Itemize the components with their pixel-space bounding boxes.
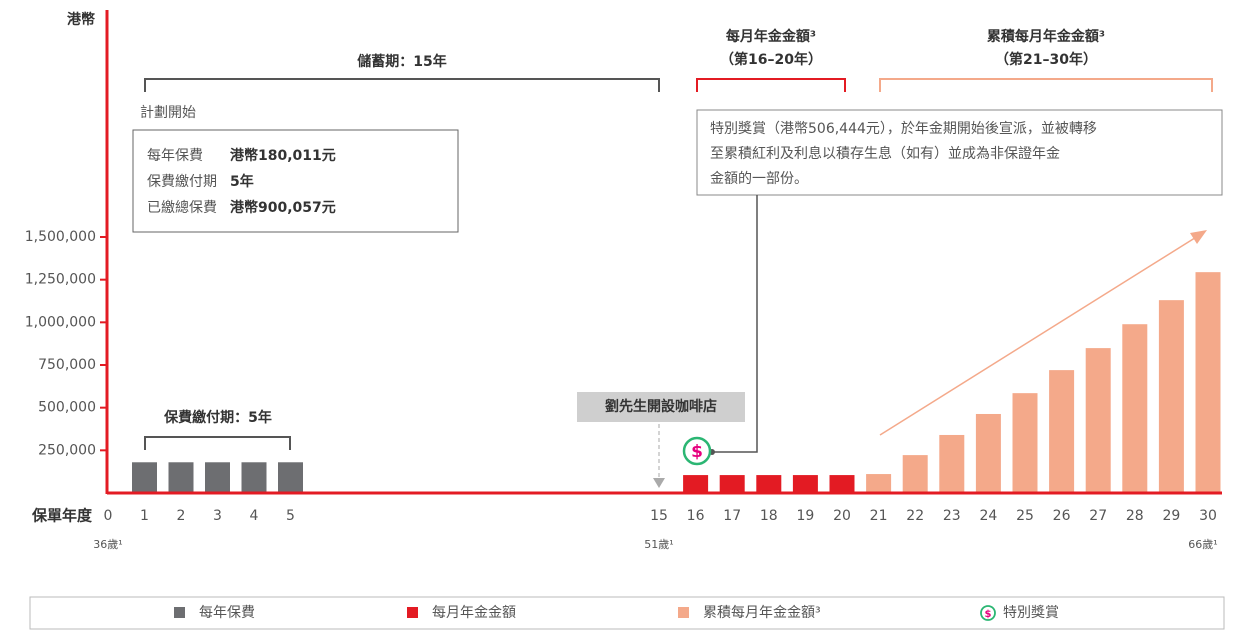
annotation: （第21–30年） (995, 51, 1097, 68)
y-tick-label: 500,000 (38, 400, 96, 416)
y-tick-label: 1,000,000 (25, 314, 96, 330)
annotation: （第16–20年） (720, 51, 822, 68)
x-axis-label: 保單年度 (31, 507, 93, 525)
trend-arrow (879, 235, 1199, 436)
x-tick-label: 21 (870, 508, 888, 524)
x-tick-label: 2 (177, 508, 186, 524)
arrow-head (1190, 230, 1207, 244)
connector (712, 195, 758, 453)
age-label: 51歲¹ (644, 537, 673, 551)
x-tick-label: 3 (213, 508, 222, 524)
info-label: 每年保費 (147, 148, 203, 164)
x-tick-label: 24 (979, 508, 997, 524)
annotation: 保費繳付期：5年 (163, 409, 272, 426)
annotation: 每月年金金額³ (726, 28, 816, 45)
bonus-icon (682, 436, 712, 466)
legend-icon-symbol: $ (985, 609, 992, 620)
bar (241, 462, 267, 493)
bar (829, 475, 855, 493)
y-axis-label: 港幣 (67, 11, 95, 28)
x-tick-label: 18 (760, 508, 778, 524)
label-box (577, 392, 745, 422)
bar (1195, 272, 1221, 493)
x-tick-label: 19 (796, 508, 814, 524)
note-box (696, 109, 1223, 196)
bar (1085, 348, 1111, 493)
bar (866, 474, 892, 493)
legend-box (29, 596, 1225, 630)
annotation: 儲蓄期：15年 (356, 53, 446, 70)
y-tick-label: 750,000 (38, 357, 96, 373)
info-value: 5年 (230, 173, 254, 190)
info-box (132, 129, 459, 233)
legend-swatch (174, 607, 185, 618)
legend-label: 特別獎賞 (1003, 605, 1059, 621)
info-value: 港幣900,057元 (230, 199, 336, 216)
x-tick-label: 26 (1053, 508, 1071, 524)
bracket (144, 436, 291, 450)
bar (1122, 324, 1148, 493)
bar (756, 475, 782, 493)
annotation: 計劃開始 (140, 105, 196, 121)
bar (683, 475, 709, 493)
bar (205, 462, 230, 493)
bar (278, 462, 303, 493)
bracket (144, 78, 660, 92)
age-label: 36歲¹ (93, 537, 122, 551)
x-tick-label: 28 (1126, 508, 1144, 524)
x-tick-label: 15 (650, 508, 668, 524)
x-tick-label: 17 (723, 508, 741, 524)
x-tick-label: 29 (1162, 508, 1180, 524)
bar (975, 413, 1001, 493)
note-line: 至累積紅利及利息以積存生息（如有）並成為非保證年金 (710, 145, 1060, 162)
bonus-icon-symbol: $ (691, 442, 703, 462)
bracket (696, 78, 846, 92)
legend-swatch (678, 607, 689, 618)
x-tick-label: 27 (1089, 508, 1107, 524)
x-tick-label: 20 (833, 508, 851, 524)
x-tick-label: 4 (250, 508, 259, 524)
bar (168, 462, 194, 493)
legend-swatch (407, 607, 418, 618)
bracket (879, 78, 1213, 92)
info-label: 保費繳付期 (147, 174, 217, 190)
annotation: 劉先生開設咖啡店 (604, 398, 717, 415)
x-tick-label: 0 (104, 508, 113, 524)
x-tick-label: 30 (1199, 508, 1217, 524)
x-tick-label: 23 (943, 508, 961, 524)
x-tick-label: 1 (140, 508, 149, 524)
info-label: 已繳總保費 (147, 199, 217, 216)
note-line: 特別獎賞（港幣506,444元），於年金期開始後宣派，並被轉移 (710, 121, 1097, 137)
age-label: 66歲¹ (1188, 537, 1217, 551)
bar (1012, 393, 1038, 493)
x-tick-label: 22 (906, 508, 924, 524)
y-tick-label: 1,500,000 (25, 229, 96, 245)
bar (1049, 370, 1075, 493)
bar (132, 462, 157, 493)
y-tick-label: 1,250,000 (25, 272, 96, 288)
x-tick-label: 25 (1016, 508, 1034, 524)
x-tick-label: 5 (286, 508, 295, 524)
info-value: 港幣180,011元 (230, 147, 336, 164)
bar (939, 434, 965, 493)
y-tick-label: 250,000 (38, 442, 96, 458)
arrow-head (653, 478, 665, 488)
legend-label: 每月年金金額 (432, 605, 516, 621)
bar (902, 455, 928, 493)
bar (792, 475, 818, 493)
legend-icon (980, 605, 996, 621)
annotation: 累積每月年金金額³ (987, 28, 1105, 45)
legend-label: 累積每月年金金額³ (703, 605, 821, 621)
bar (719, 475, 745, 493)
legend-label: 每年保費 (199, 605, 255, 621)
x-tick-label: 16 (687, 508, 705, 524)
note-line: 金額的一部份。 (710, 171, 808, 187)
bar (1158, 300, 1184, 493)
